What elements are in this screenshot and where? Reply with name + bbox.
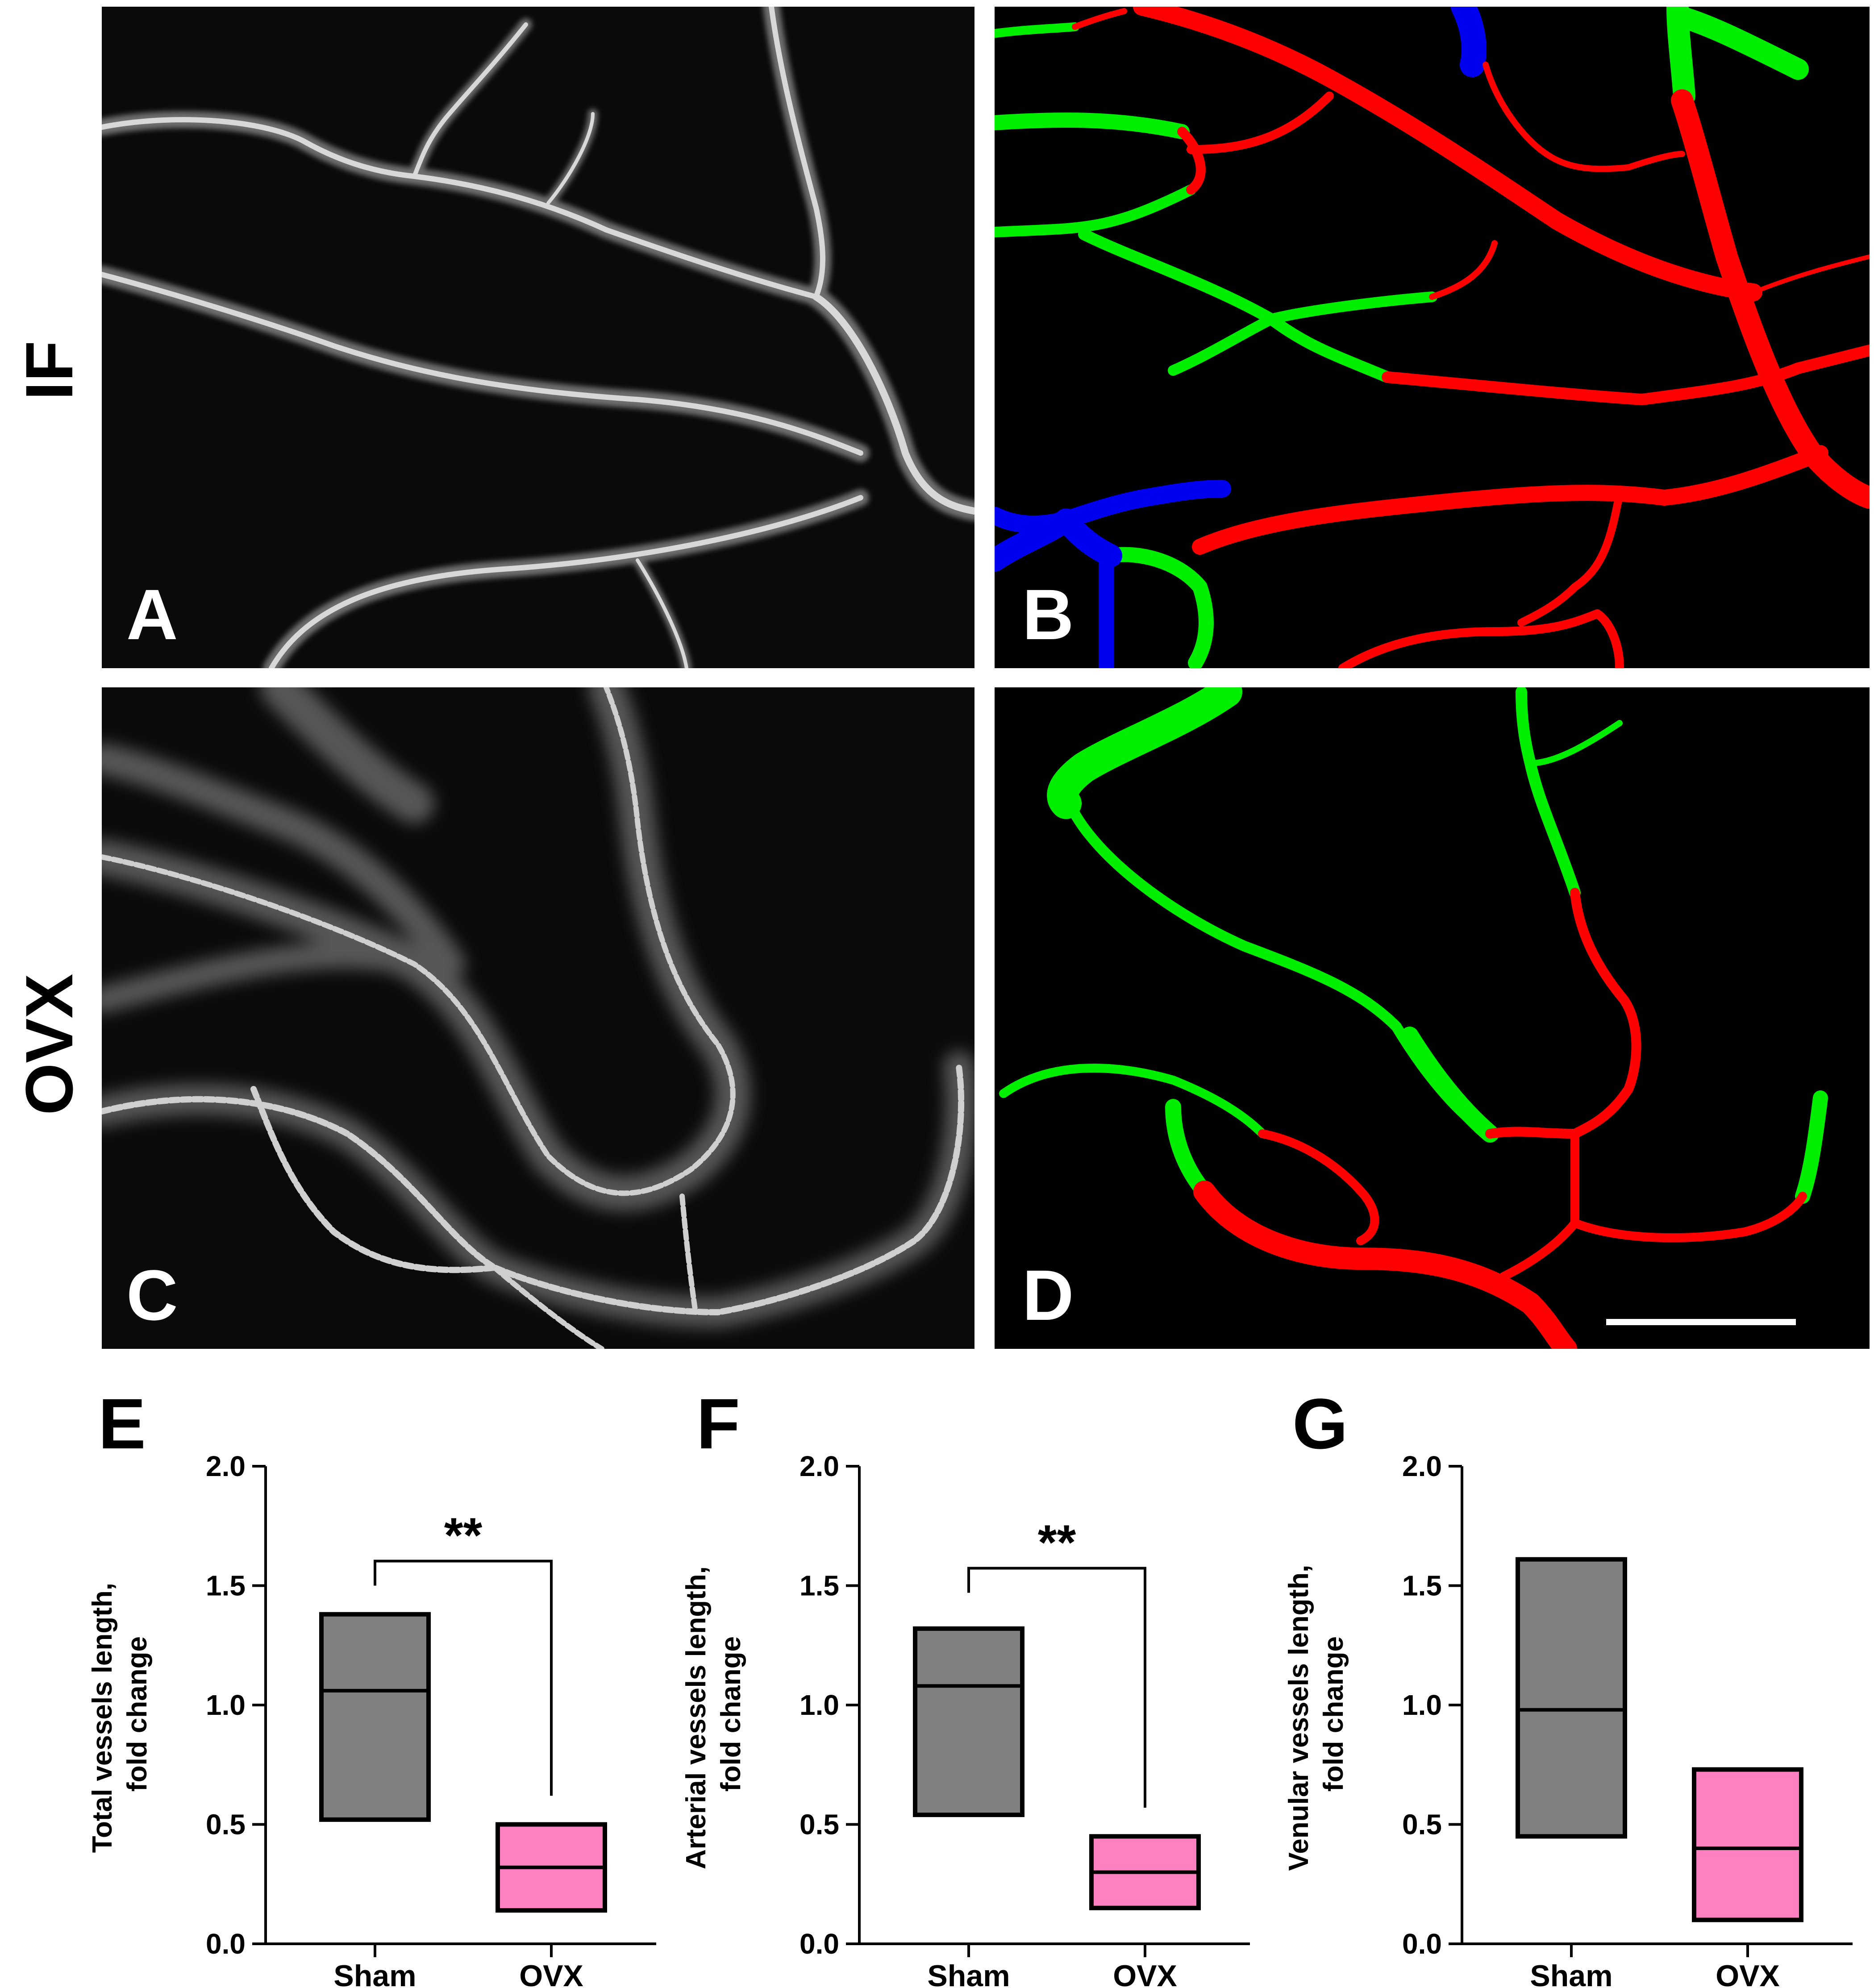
y-tick-label: 2.0 (800, 1450, 839, 1482)
chart-letter-e: E (98, 1384, 146, 1464)
panel-letter-c: C (126, 1255, 178, 1335)
x-tick-label: Sham (1530, 1959, 1612, 1988)
panel-a-vessel-image (102, 7, 974, 668)
y-tick-label: 0.5 (1402, 1809, 1442, 1841)
y-tick-label: 0.0 (206, 1928, 246, 1960)
row-label-if: IF (12, 341, 87, 400)
x-tick-label: OVX (1113, 1959, 1177, 1988)
significance-bracket (967, 1567, 1146, 1808)
y-tick-label: 0.5 (800, 1809, 839, 1841)
y-axis-label: Arterial vessels length, fold change (683, 1559, 746, 1869)
box-sham (913, 1626, 1024, 1817)
significance-bracket (374, 1560, 553, 1796)
y-tick-label: 0.0 (800, 1928, 839, 1960)
y-tick-label: 0.0 (1402, 1928, 1442, 1960)
panel-b-vessel-map (995, 7, 1870, 668)
panel-d-vessel-map (999, 687, 1828, 1349)
chart-venular-vessels-length: Venular vessels length, fold change 0.0 0… (1286, 1450, 1853, 1988)
x-tick-label: Sham (333, 1959, 416, 1988)
panel-d-segmentation-image: D (995, 687, 1870, 1349)
x-tick-label: OVX (519, 1959, 583, 1988)
panel-letter-b: B (1022, 574, 1074, 654)
y-tick-label: 2.0 (1402, 1450, 1442, 1482)
chart-total-vessels-length: Total vessels length, fold change 0.0 0.5… (89, 1450, 656, 1988)
chart-letter-g: G (1292, 1384, 1348, 1464)
y-axis-label: Venular vessels length, fold change (1286, 1557, 1349, 1871)
box-sham (1516, 1557, 1627, 1839)
y-tick-label: 0.5 (206, 1809, 246, 1841)
box-sham (319, 1612, 431, 1822)
significance-label: ** (444, 1508, 483, 1563)
significance-label: ** (1038, 1515, 1076, 1570)
panel-c-vessel-image (102, 687, 974, 1349)
y-tick-label: 2.0 (206, 1450, 246, 1482)
panel-b-segmentation-image: B (995, 7, 1870, 668)
x-tick-label: OVX (1716, 1959, 1780, 1988)
chart-arterial-vessels-length: Arterial vessels length, fold change 0.0… (683, 1450, 1250, 1988)
x-tick-label: Sham (927, 1959, 1010, 1988)
panel-letter-a: A (126, 574, 178, 654)
y-tick-label: 1.0 (800, 1689, 839, 1721)
panel-a-fluorescence-image: A (102, 7, 974, 668)
scale-bar (1606, 1319, 1796, 1325)
y-tick-label: 1.0 (206, 1689, 246, 1721)
y-tick-label: 1.0 (1402, 1689, 1442, 1721)
box-ovx (1692, 1767, 1803, 1922)
y-tick-label: 1.5 (1402, 1570, 1442, 1602)
chart-letter-f: F (696, 1384, 740, 1464)
row-label-ovx: OVX (12, 973, 87, 1115)
panel-letter-d: D (1022, 1255, 1074, 1335)
y-axis-label: Total vessels length, fold change (89, 1575, 153, 1853)
y-tick-label: 1.5 (800, 1570, 839, 1602)
panel-c-fluorescence-image: C (102, 687, 974, 1349)
y-tick-label: 1.5 (206, 1570, 246, 1602)
